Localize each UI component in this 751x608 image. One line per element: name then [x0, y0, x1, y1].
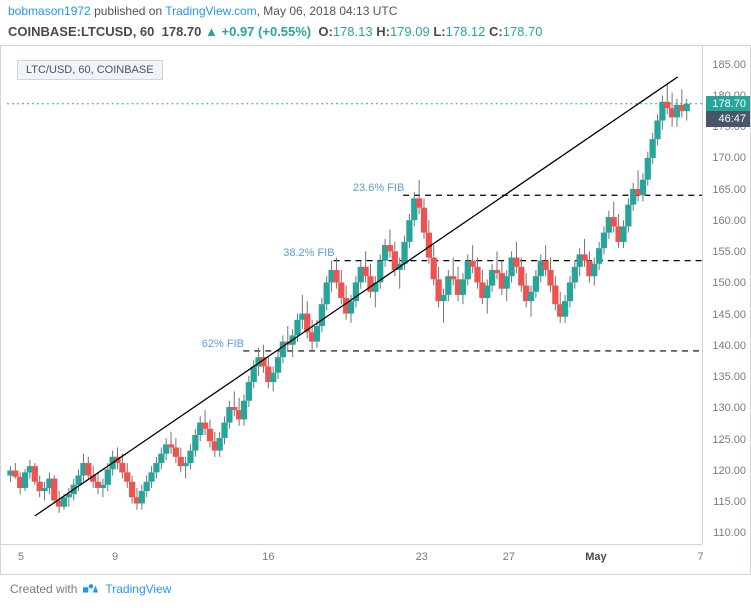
x-axis: 5 9 16 23 27 May 7: [1, 544, 702, 574]
y-tick: 115.00: [713, 496, 746, 508]
y-tick: 125.00: [712, 434, 746, 446]
fib-label: 38.2% FIB: [283, 247, 334, 259]
up-arrow-icon: ▲: [205, 24, 218, 39]
chart-title: LTC/USD, 60, COINBASE: [17, 60, 163, 80]
x-tick: 23: [416, 551, 428, 563]
y-tick: 145.00: [712, 309, 746, 321]
l-label: L:: [433, 24, 445, 39]
y-tick: 140.00: [712, 340, 746, 352]
price-label: 178.70: [706, 96, 750, 112]
x-tick: 16: [262, 551, 274, 563]
candlestick-svg: [7, 52, 702, 544]
pub-text: published on: [91, 4, 166, 18]
chart-container[interactable]: LTC/USD, 60, COINBASE 23.6% FIB 38.2% FIB…: [0, 45, 751, 575]
x-tick: 27: [503, 551, 515, 563]
interval: , 60: [133, 24, 155, 39]
c-label: C:: [489, 24, 503, 39]
h-val: 179.09: [390, 24, 430, 39]
fib-label: 23.6% FIB: [353, 182, 404, 194]
author-link[interactable]: bobmason1972: [8, 4, 91, 18]
fib-label: 62% FIB: [202, 338, 244, 350]
y-tick: 120.00: [712, 465, 746, 477]
o-val: 178.13: [333, 24, 373, 39]
brand-link[interactable]: TradingView: [105, 582, 171, 596]
c-val: 178.70: [503, 24, 543, 39]
x-tick: 7: [697, 551, 703, 563]
y-tick: 185.00: [712, 59, 746, 71]
y-tick: 170.00: [712, 152, 746, 164]
y-axis: 110.00 115.00 120.00 125.00 130.00 135.00 140.…: [702, 46, 750, 544]
tradingview-logo-icon: [83, 581, 99, 597]
o-label: O:: [318, 24, 332, 39]
pub-date: , May 06, 2018 04:13 UTC: [257, 4, 398, 18]
y-tick: 110.00: [713, 527, 746, 539]
site-link[interactable]: TradingView.com: [165, 4, 256, 18]
l-val: 178.12: [446, 24, 486, 39]
y-tick: 165.00: [712, 184, 746, 196]
price-label: 46:47: [706, 111, 750, 127]
x-tick: May: [585, 551, 606, 563]
y-tick: 135.00: [712, 371, 746, 383]
publish-header: bobmason1972 published on TradingView.co…: [0, 0, 751, 22]
y-tick: 155.00: [712, 246, 746, 258]
footer: Created with TradingView: [0, 575, 751, 603]
ticker-line: COINBASE:LTCUSD, 60 178.70 ▲ +0.97 (+0.5…: [0, 22, 751, 45]
symbol: COINBASE:LTCUSD: [8, 24, 133, 39]
change: +0.97 (+0.55%): [222, 24, 312, 39]
x-tick: 9: [112, 551, 118, 563]
y-tick: 150.00: [712, 277, 746, 289]
footer-text: Created with: [10, 582, 77, 596]
last-price: 178.70: [162, 24, 202, 39]
y-tick: 130.00: [712, 402, 746, 414]
y-tick: 160.00: [712, 215, 746, 227]
x-tick: 5: [18, 551, 24, 563]
plot-area: LTC/USD, 60, COINBASE 23.6% FIB 38.2% FIB…: [7, 52, 702, 544]
h-label: H:: [376, 24, 390, 39]
